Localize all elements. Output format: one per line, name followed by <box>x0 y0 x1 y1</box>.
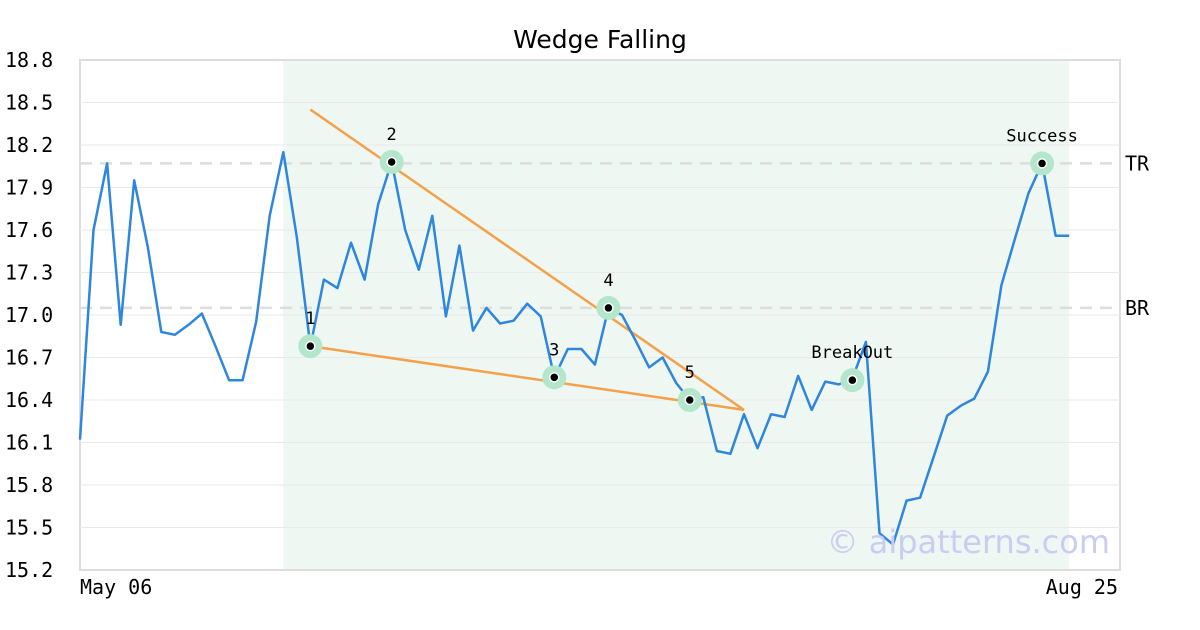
lower-trendline <box>310 344 745 412</box>
level-label-tr: TR <box>1125 151 1150 175</box>
level-label-br: BR <box>1125 296 1150 320</box>
point-dot-3 <box>549 372 560 383</box>
chart-title: Wedge Falling <box>513 25 687 54</box>
point-label-success: Success <box>1006 126 1078 146</box>
watermark: © aipatterns.com <box>827 523 1110 561</box>
y-tick-label: 16.1 <box>5 431 53 455</box>
point-dot-breakout <box>847 374 858 386</box>
y-tick-label: 18.5 <box>5 91 53 115</box>
point-label-5: 5 <box>685 363 695 383</box>
price-series <box>78 150 1070 546</box>
point-label-4: 4 <box>603 271 613 291</box>
y-tick-label: 18.8 <box>5 48 53 72</box>
point-dot-5 <box>684 394 695 406</box>
x-tick-label-start: May 06 <box>80 575 152 599</box>
point-label-1: 1 <box>305 309 315 329</box>
y-tick-label: 15.2 <box>5 558 53 582</box>
point-dot-1 <box>305 340 316 352</box>
point-label-2: 2 <box>387 125 397 145</box>
point-label-3: 3 <box>549 340 559 360</box>
y-tick-label: 17.9 <box>5 176 53 200</box>
y-tick-label: 17.0 <box>5 303 53 327</box>
y-tick-label: 16.7 <box>5 346 53 370</box>
y-axis-ticks: 18.8 18.5 18.2 17.9 17.6 17.3 17.0 16.7 16.4 16.1… <box>5 48 53 582</box>
y-tick-label: 15.8 <box>5 473 53 497</box>
point-label-breakout: BreakOut <box>811 343 893 363</box>
point-dot-4 <box>603 302 614 314</box>
point-dot-2 <box>386 156 397 168</box>
price-line <box>78 150 1070 546</box>
pattern-points: 1 2 3 4 5 BreakOut Success <box>298 125 1078 412</box>
y-tick-label: 17.6 <box>5 218 53 242</box>
level-lines: TR BR <box>80 151 1150 320</box>
x-tick-label-end: Aug 25 <box>1046 575 1118 599</box>
point-dot-success <box>1036 158 1048 169</box>
y-tick-label: 15.5 <box>5 516 53 540</box>
y-tick-label: 16.4 <box>5 388 53 412</box>
y-tick-label: 18.2 <box>5 133 53 157</box>
y-tick-label: 17.3 <box>5 261 53 285</box>
